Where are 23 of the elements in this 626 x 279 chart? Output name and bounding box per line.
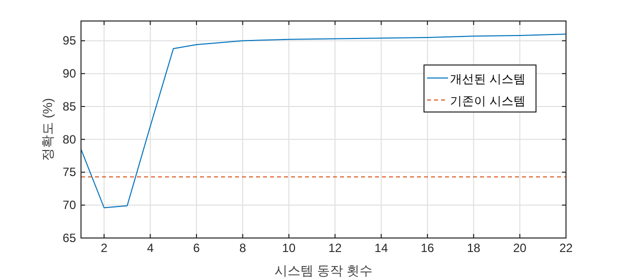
x-axis-title: 시스템 동작 횟수 [274,263,373,278]
x-tick-label: 22 [559,241,573,255]
x-tick-label: 20 [513,241,527,255]
x-tick-label: 16 [420,241,434,255]
legend-label: 개선된 시스템 [450,72,526,86]
x-tick-label: 2 [100,241,108,255]
y-axis-title: 정확도 (%) [40,98,55,161]
x-tick-label: 6 [193,241,200,255]
legend-label: 기존이 시스템 [450,94,526,108]
y-tick-label: 85 [62,99,76,114]
y-tick-label: 95 [62,34,76,48]
y-tick-label: 80 [62,132,76,146]
x-tick-label: 10 [282,241,296,255]
x-tick-label: 14 [374,241,388,255]
x-tick-label: 12 [328,241,342,255]
y-tick-label: 75 [62,165,76,180]
x-tick-label: 4 [146,241,154,255]
line-series [80,34,566,208]
x-tick-label: 18 [466,241,481,255]
y-tick-label: 70 [62,198,76,212]
y-tick-label: 90 [62,66,76,81]
y-tick-label: 65 [62,231,76,245]
x-tick-label: 8 [239,241,246,255]
